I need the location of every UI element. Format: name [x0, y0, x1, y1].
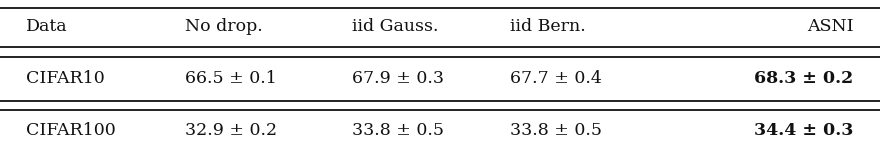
Text: CIFAR100: CIFAR100	[26, 122, 116, 139]
Text: Data: Data	[26, 17, 68, 35]
Text: iid Bern.: iid Bern.	[510, 17, 586, 35]
Text: No drop.: No drop.	[185, 17, 262, 35]
Text: 33.8 ± 0.5: 33.8 ± 0.5	[510, 122, 603, 139]
Text: 67.9 ± 0.3: 67.9 ± 0.3	[352, 70, 444, 87]
Text: 67.7 ± 0.4: 67.7 ± 0.4	[510, 70, 602, 87]
Text: 32.9 ± 0.2: 32.9 ± 0.2	[185, 122, 277, 139]
Text: 68.3 ± 0.2: 68.3 ± 0.2	[754, 70, 854, 87]
Text: CIFAR10: CIFAR10	[26, 70, 105, 87]
Text: 34.4 ± 0.3: 34.4 ± 0.3	[754, 122, 854, 139]
Text: 33.8 ± 0.5: 33.8 ± 0.5	[352, 122, 444, 139]
Text: iid Gauss.: iid Gauss.	[352, 17, 438, 35]
Text: 66.5 ± 0.1: 66.5 ± 0.1	[185, 70, 276, 87]
Text: ASNI: ASNI	[807, 17, 854, 35]
